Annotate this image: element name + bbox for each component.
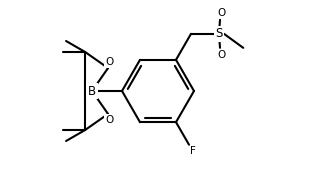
- Text: S: S: [215, 27, 223, 40]
- Text: O: O: [218, 50, 226, 60]
- Text: O: O: [105, 57, 113, 67]
- Text: F: F: [190, 146, 196, 156]
- Text: O: O: [105, 115, 113, 125]
- Text: O: O: [218, 8, 226, 18]
- Text: B: B: [88, 84, 96, 97]
